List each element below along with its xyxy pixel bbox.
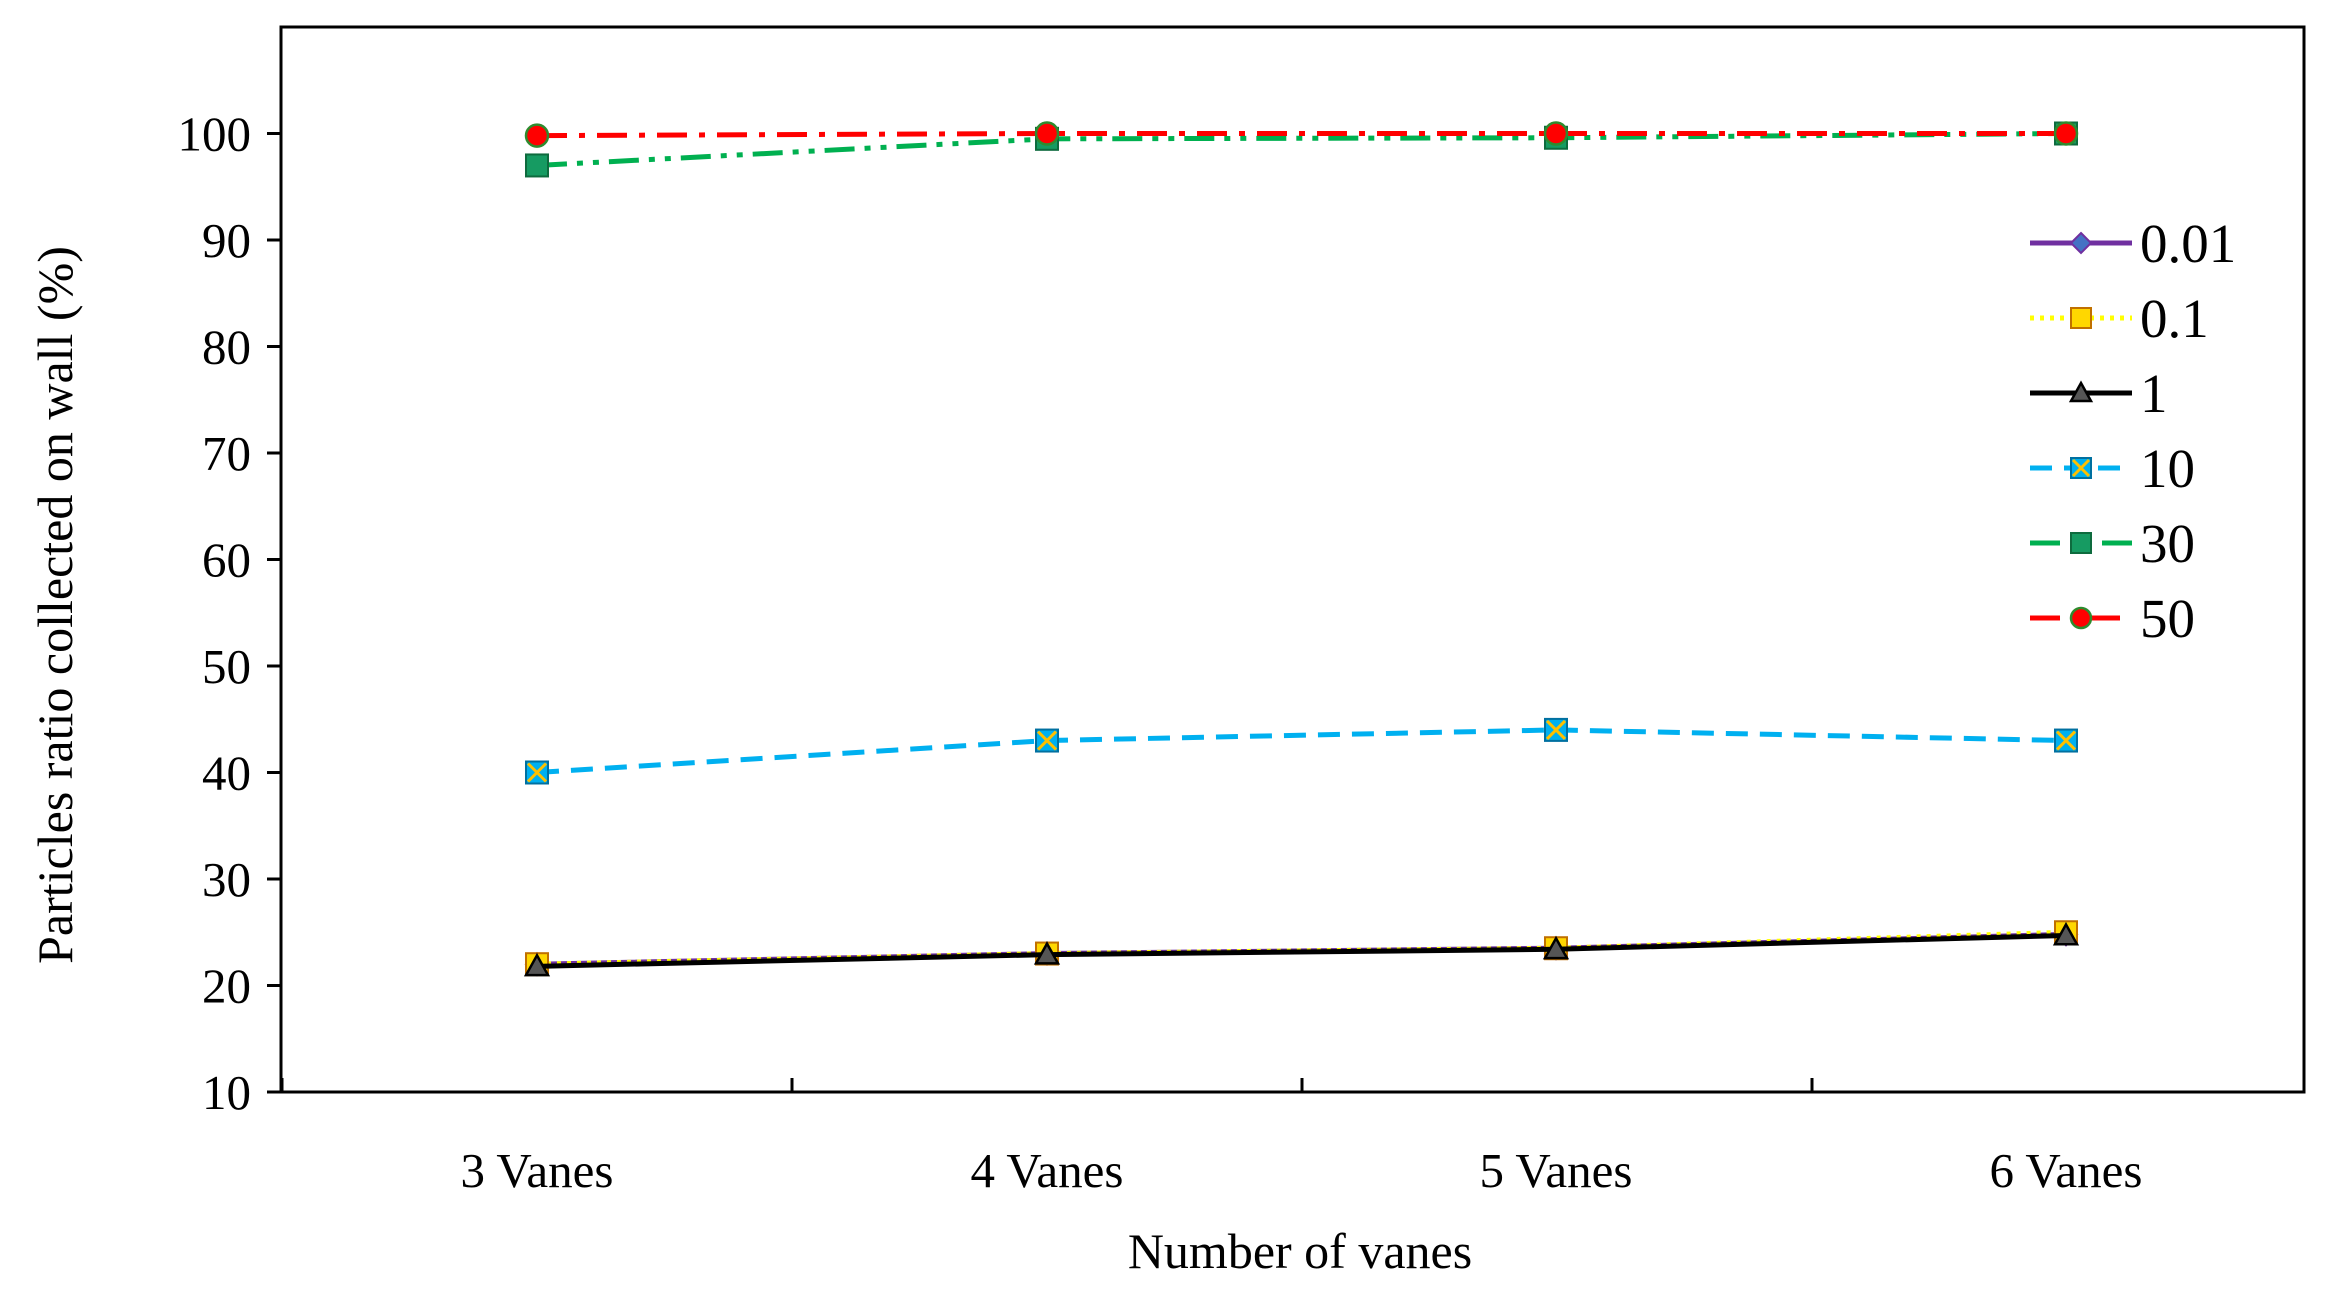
- legend-item: 30: [2030, 513, 2195, 574]
- y-tick-label: 20: [202, 959, 251, 1014]
- x-tick-label: 6 Vanes: [1990, 1143, 2143, 1198]
- series-10-marker: [525, 760, 549, 785]
- series-10-line: [536, 727, 2067, 775]
- series-50-marker: [524, 123, 550, 148]
- x-tick-label: 3 Vanes: [461, 1143, 614, 1198]
- y-tick-label: 70: [202, 426, 251, 481]
- y-tick-label: 50: [202, 639, 251, 694]
- series-10-marker: [1035, 728, 1059, 753]
- legend: 0.01 0.1 1 10 30 50: [2030, 213, 2236, 649]
- series-1-marker: [1542, 935, 1570, 960]
- y-tick-label: 90: [202, 213, 251, 268]
- series-30: [525, 121, 2078, 178]
- legend-label: 0.1: [2140, 288, 2209, 349]
- series-layer: [523, 121, 2080, 977]
- series-10-marker: [2054, 728, 2078, 753]
- legend-label: 10: [2140, 438, 2195, 499]
- legend-label: 30: [2140, 513, 2195, 574]
- series-1-line: [536, 932, 2067, 969]
- series-1-marker: [2052, 921, 2080, 946]
- y-axis-title: Particles ratio collected on wall (%): [27, 246, 83, 964]
- legend-item: 10: [2030, 438, 2195, 499]
- legend-item: 0.1: [2030, 288, 2209, 349]
- legend-label: 1: [2140, 363, 2168, 424]
- series-10-marker: [1544, 717, 1568, 742]
- series-0.1-marker: [2070, 307, 2092, 329]
- series-50-marker: [2053, 121, 2079, 146]
- series-0.01-marker: [2069, 231, 2093, 255]
- legend-item: 0.01: [2030, 213, 2236, 274]
- y-tick-label: 30: [202, 852, 251, 907]
- legend-item: 50: [2030, 588, 2195, 649]
- legend-label: 0.01: [2140, 213, 2236, 274]
- y-tick-label: 40: [202, 746, 251, 801]
- y-tick-label: 60: [202, 533, 251, 588]
- series-50-marker: [1034, 121, 1060, 146]
- series-1-marker: [523, 952, 551, 977]
- y-tick-label: 100: [178, 107, 252, 162]
- y-tick-label: 80: [202, 320, 251, 375]
- series-1-marker: [1033, 941, 1061, 965]
- legend-item: 1: [2030, 363, 2168, 424]
- series-1-marker: [2068, 380, 2094, 403]
- y-axis: 10 20 30 40 50 60 70 80 90 100: [178, 107, 281, 1120]
- series-50-line: [536, 131, 2066, 139]
- x-axis: 3 Vanes 4 Vanes 5 Vanes 6 Vanes: [280, 1078, 2143, 1198]
- legend-label: 50: [2140, 588, 2195, 649]
- x-axis-title: Number of vanes: [1128, 1223, 1472, 1279]
- series-1: [523, 921, 2080, 977]
- x-tick-label: 4 Vanes: [971, 1143, 1124, 1198]
- series-50-marker: [1543, 121, 1569, 146]
- series-50-marker: [2069, 606, 2093, 630]
- series-30-marker: [525, 153, 549, 178]
- series-50: [524, 121, 2079, 148]
- series-0.01: [524, 921, 2079, 977]
- x-tick-label: 5 Vanes: [1480, 1143, 1633, 1198]
- series-30-line: [536, 131, 2067, 168]
- series-30-marker: [2070, 532, 2092, 554]
- y-tick-label: 10: [202, 1065, 251, 1120]
- series-10: [525, 717, 2078, 785]
- series-10-marker: [2070, 457, 2092, 479]
- series-0.1: [525, 920, 2078, 977]
